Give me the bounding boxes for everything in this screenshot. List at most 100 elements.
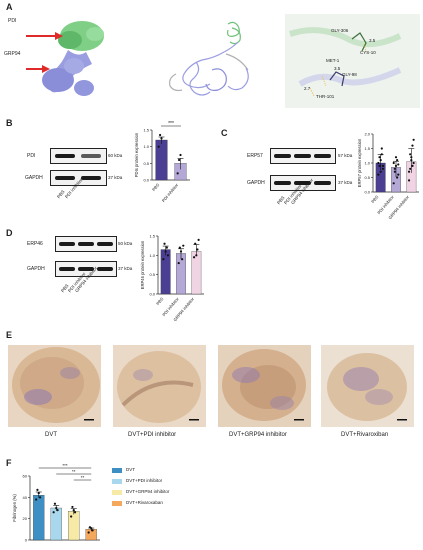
legend-swatch xyxy=(112,501,122,506)
blot-label-erp57: ERP57 xyxy=(247,153,263,159)
legend-swatch xyxy=(112,468,122,473)
data-point xyxy=(52,511,55,514)
bar xyxy=(191,251,202,295)
significance-label: ** xyxy=(81,475,85,480)
data-point xyxy=(35,498,38,501)
significance-label: *** xyxy=(62,463,68,468)
blot-label-gapdh: GAPDH xyxy=(27,266,45,272)
y-tick-label: 1.0 xyxy=(364,161,370,166)
data-point xyxy=(91,529,94,532)
panel-label-e: E xyxy=(6,330,13,340)
data-point xyxy=(178,246,181,249)
western-blot-erp46 xyxy=(55,236,117,252)
y-tick-label: 0.5 xyxy=(149,272,155,277)
data-point xyxy=(38,496,42,499)
y-tick-label: 20 xyxy=(23,516,28,521)
panel-a-structures: PDI GRP94 GLY-306 CYS-10 MET-1 GLY-98 TH… xyxy=(0,14,423,109)
legend-label: DVT+PDI inhibitor xyxy=(126,478,163,483)
western-blot-pdi xyxy=(50,148,107,164)
data-point xyxy=(412,138,415,141)
western-blot-gapdh xyxy=(270,175,336,191)
data-point xyxy=(179,250,183,253)
residue-label: THR-101 xyxy=(316,94,335,99)
kda-label: 60 kDa xyxy=(108,153,123,158)
pdi-arrow-label: PDI xyxy=(8,18,17,24)
data-point xyxy=(378,156,381,159)
histology-image-pdi-inhibitor xyxy=(113,345,206,427)
legend-label: DVT+Rivaroxaban xyxy=(126,500,163,505)
data-point xyxy=(73,511,77,514)
distance-label: 3.5 xyxy=(369,38,376,43)
western-blot-erp57 xyxy=(270,148,336,164)
y-tick-label: 40 xyxy=(23,495,28,500)
blot-label-gapdh: GAPDH xyxy=(247,180,265,186)
data-point xyxy=(380,147,383,150)
legend-label: DVT+GRP94 inhibitor xyxy=(126,489,170,494)
y-tick-label: 2.0 xyxy=(364,132,370,137)
y-axis-label: Fibrinogen (%) xyxy=(12,494,17,522)
data-point xyxy=(407,179,411,182)
data-point xyxy=(377,161,380,165)
panel-label-b: B xyxy=(6,118,13,128)
panel-label-c: C xyxy=(221,128,228,138)
data-point xyxy=(410,156,413,159)
data-point xyxy=(55,506,58,510)
x-tick-label: PBS xyxy=(370,194,379,204)
y-tick-label: 1.5 xyxy=(149,234,155,239)
data-point xyxy=(192,256,196,259)
y-tick-label: 1.5 xyxy=(364,146,370,151)
significance-label: ** xyxy=(72,469,76,474)
blot-label-erp46: ERP46 xyxy=(27,241,43,247)
histology-caption: DVT+PDI inhibitor xyxy=(128,432,177,438)
y-tick-label: 1.5 xyxy=(143,128,149,133)
significance-label: *** xyxy=(168,121,174,127)
data-point xyxy=(166,254,170,257)
data-point xyxy=(181,258,184,261)
residue-label: GLY-98 xyxy=(342,72,357,77)
data-point xyxy=(407,170,411,173)
data-point xyxy=(37,491,40,495)
data-point xyxy=(87,531,90,534)
data-point xyxy=(177,158,181,162)
data-point xyxy=(380,153,383,156)
data-point xyxy=(56,509,59,512)
y-tick-label: 0.0 xyxy=(143,178,149,183)
chart-b: 0.0 0.5 1.0 1.5 PBS PDI inhibitor PDIs protein… xyxy=(134,121,190,203)
blot-label-gapdh: GAPDH xyxy=(25,175,43,181)
data-point xyxy=(378,164,381,167)
kda-label: 37 kDa xyxy=(108,175,123,180)
kda-label: 50 kDa xyxy=(118,241,133,246)
data-point xyxy=(36,488,39,491)
x-tick-label: PBS xyxy=(155,296,164,306)
data-point xyxy=(164,250,167,253)
cartoon-model-image xyxy=(169,21,249,96)
data-point xyxy=(177,261,180,265)
panel-label-a: A xyxy=(6,2,13,12)
bar xyxy=(160,249,171,295)
distance-label: 3.5 xyxy=(334,66,341,71)
data-point xyxy=(409,153,412,156)
grp94-arrow-label: GRP94 xyxy=(4,51,21,57)
panel-label-f: F xyxy=(6,458,12,468)
data-point xyxy=(162,258,165,261)
protein-structure-figure xyxy=(26,14,420,108)
data-point xyxy=(396,176,399,179)
histology-image-rivaroxiban xyxy=(321,345,414,427)
data-point xyxy=(392,182,395,185)
residue-label: CYS-10 xyxy=(360,50,376,55)
y-axis-label: ERP57 protein expression xyxy=(357,138,362,187)
data-point xyxy=(157,145,160,148)
residue-label: GLY-306 xyxy=(331,28,349,33)
data-point xyxy=(179,153,182,157)
data-point xyxy=(381,164,385,167)
kda-label: 37 kDa xyxy=(338,180,353,185)
data-point xyxy=(394,156,398,159)
data-point xyxy=(393,167,396,170)
western-blot-gapdh xyxy=(55,261,117,277)
data-point xyxy=(411,144,414,147)
bar xyxy=(176,253,186,295)
data-point xyxy=(393,170,396,173)
